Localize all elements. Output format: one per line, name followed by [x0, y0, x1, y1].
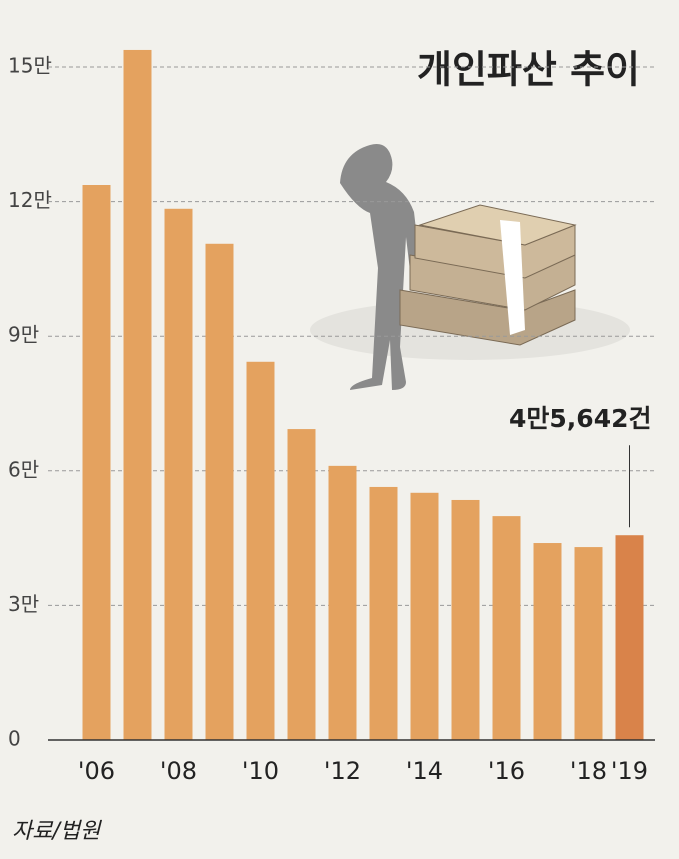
bar	[82, 184, 111, 740]
bar	[410, 492, 439, 740]
y-tick-label: 6만	[8, 457, 39, 481]
y-tick-label: 15만	[8, 54, 52, 78]
value-label: 4만5,642건	[509, 404, 651, 433]
x-tick-label: '19	[611, 757, 648, 785]
chart-title: 개인파산 추이	[417, 48, 640, 92]
x-tick-label: '06	[78, 757, 115, 785]
bar	[205, 243, 234, 741]
bar	[451, 499, 480, 740]
y-tick-label: 3만	[8, 592, 39, 616]
x-tick-label: '08	[160, 757, 197, 785]
bar	[369, 486, 398, 740]
source: 자료/법원	[12, 819, 102, 844]
bar	[246, 361, 275, 740]
y-tick-label: 9만	[8, 323, 39, 347]
bar	[123, 49, 152, 740]
bar	[615, 535, 644, 740]
bar	[328, 465, 357, 740]
x-tick-label: '12	[324, 757, 361, 785]
x-tick-label: '18	[570, 757, 607, 785]
bar	[533, 543, 562, 740]
illustration	[310, 144, 630, 390]
bar	[574, 547, 603, 740]
x-tick-label: '14	[406, 757, 443, 785]
y-tick-label: 12만	[8, 188, 52, 212]
bar	[287, 429, 316, 740]
y-tick-label: 0	[8, 727, 21, 751]
x-tick-label: '16	[488, 757, 525, 785]
bar	[492, 516, 521, 740]
bar	[164, 208, 193, 740]
x-tick-label: '10	[242, 757, 279, 785]
